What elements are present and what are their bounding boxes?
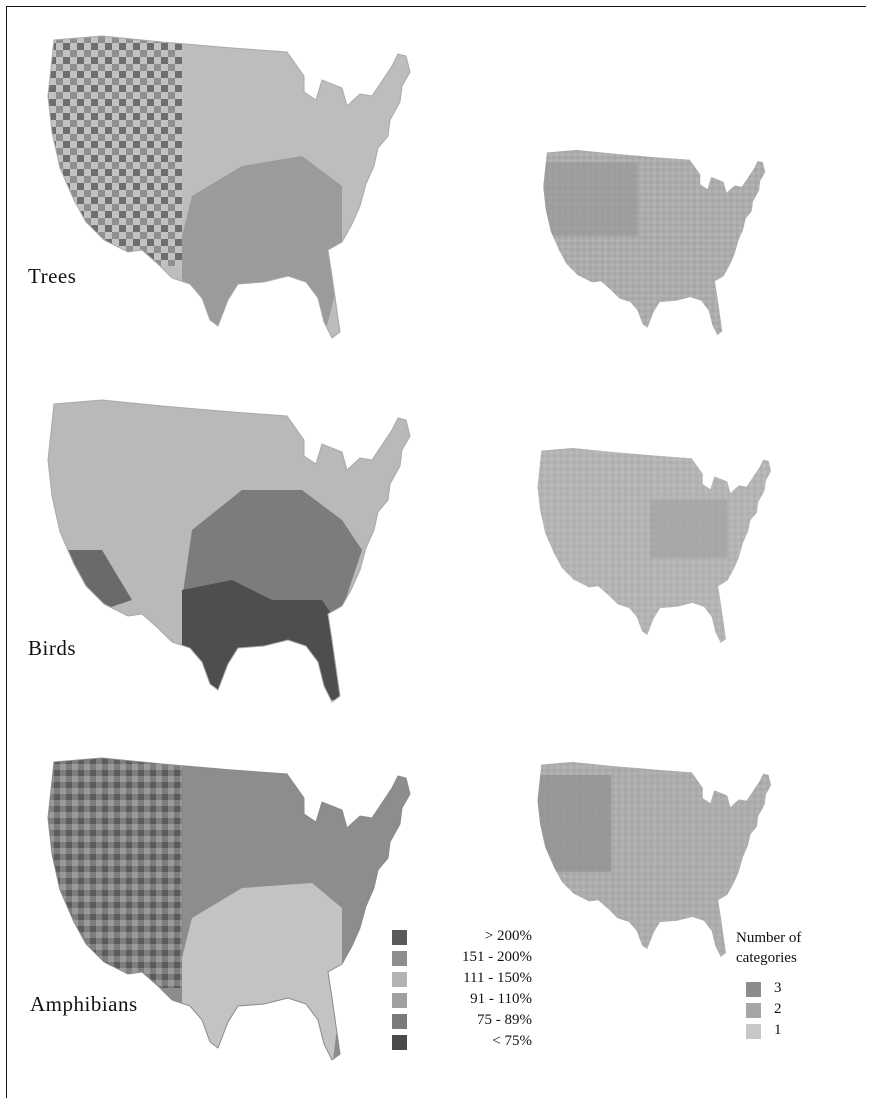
legend-swatch bbox=[392, 993, 407, 1008]
birds-change-map bbox=[47, 399, 411, 703]
category-legend-title-line2: categories bbox=[736, 950, 797, 966]
legend-label: < 75% bbox=[492, 1033, 532, 1049]
legend-item: < 75% bbox=[392, 1033, 532, 1053]
amphibians-categories-map bbox=[537, 762, 772, 957]
amphibians-change-map bbox=[47, 757, 411, 1061]
legend-item: 91 - 110% bbox=[392, 991, 532, 1011]
trees-label: Trees bbox=[28, 264, 77, 288]
legend-label: 75 - 89% bbox=[477, 1012, 532, 1028]
category-swatch bbox=[746, 1003, 761, 1018]
category-label: 3 bbox=[774, 980, 782, 996]
trees-change-map bbox=[47, 35, 411, 339]
category-label: 1 bbox=[774, 1022, 782, 1038]
category-legend-title-line1: Number of bbox=[736, 930, 802, 946]
legend-item: 111 - 150% bbox=[392, 970, 532, 990]
category-label: 2 bbox=[774, 1001, 782, 1017]
birds-categories-map bbox=[537, 448, 772, 643]
legend-swatch bbox=[392, 930, 407, 945]
birds-label: Birds bbox=[28, 636, 77, 660]
category-item: 3 bbox=[746, 980, 806, 1000]
legend-item: 151 - 200% bbox=[392, 949, 532, 969]
category-legend: Number of categories 3 2 1 bbox=[736, 928, 856, 1078]
category-swatch bbox=[746, 982, 761, 997]
trees-categories-map bbox=[543, 150, 766, 336]
legend-swatch bbox=[392, 972, 407, 987]
legend-label: 111 - 150% bbox=[463, 970, 532, 986]
figure-frame bbox=[6, 6, 866, 1098]
legend-label: > 200% bbox=[484, 928, 532, 944]
change-legend: > 200% 151 - 200% 111 - 150% 91 - 110% 7… bbox=[392, 928, 532, 1058]
category-item: 1 bbox=[746, 1022, 806, 1042]
legend-item: > 200% bbox=[392, 928, 532, 948]
legend-swatch bbox=[392, 1014, 407, 1029]
category-swatch bbox=[746, 1024, 761, 1039]
category-item: 2 bbox=[746, 1001, 806, 1021]
legend-swatch bbox=[392, 951, 407, 966]
legend-item: 75 - 89% bbox=[392, 1012, 532, 1032]
legend-label: 151 - 200% bbox=[462, 949, 532, 965]
legend-swatch bbox=[392, 1035, 407, 1050]
amphibians-label: Amphibians bbox=[30, 992, 138, 1016]
legend-label: 91 - 110% bbox=[470, 991, 532, 1007]
